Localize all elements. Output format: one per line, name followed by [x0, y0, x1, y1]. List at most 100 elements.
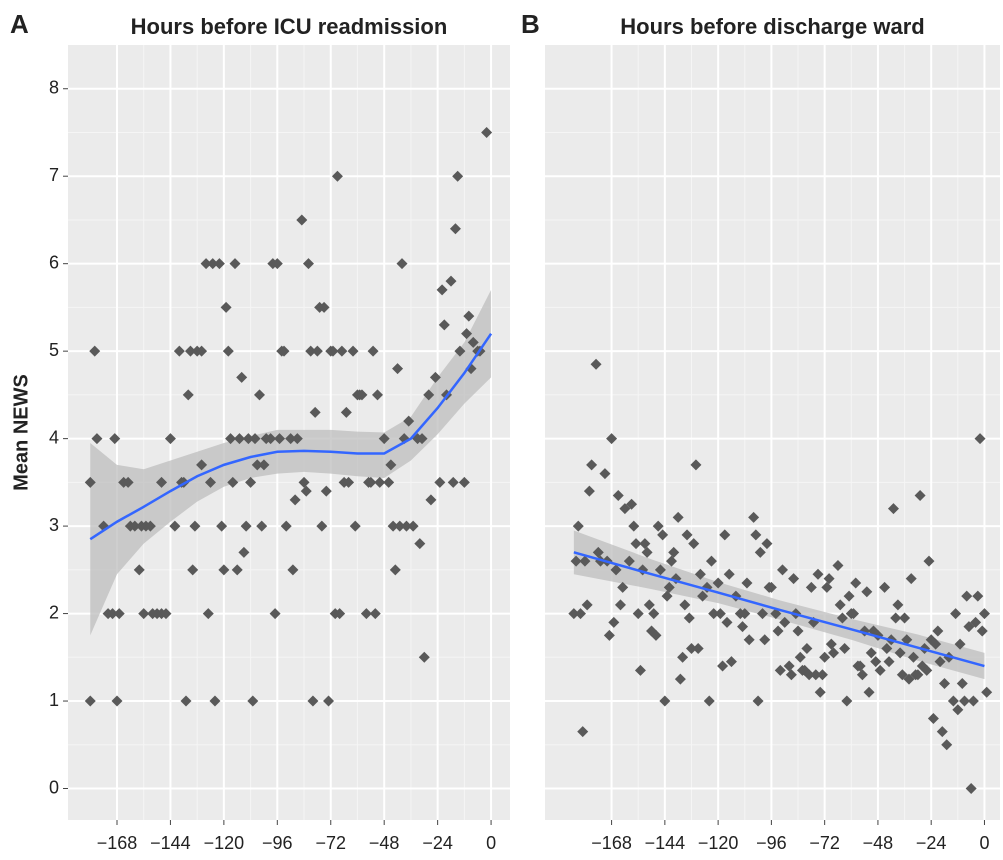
data-point: [814, 686, 826, 698]
x-tick-label: −24: [916, 833, 947, 853]
data-point: [91, 433, 103, 445]
data-point: [748, 511, 760, 523]
data-point: [741, 577, 753, 589]
data-point: [677, 651, 689, 663]
data-point: [841, 695, 853, 707]
x-tick-label: −96: [262, 833, 293, 853]
data-point: [936, 726, 948, 738]
y-tick-label: 6: [49, 252, 59, 272]
data-point: [173, 345, 185, 357]
data-point: [816, 669, 828, 681]
data-point: [238, 546, 250, 558]
data-point: [251, 459, 263, 471]
data-point: [84, 695, 96, 707]
data-point: [461, 328, 473, 340]
data-point: [708, 608, 720, 620]
data-point: [754, 546, 766, 558]
data-point: [603, 629, 615, 641]
data-point: [407, 520, 419, 532]
data-point: [714, 608, 726, 620]
data-point: [974, 433, 986, 445]
data-point: [289, 494, 301, 506]
y-tick-label: 1: [49, 690, 59, 710]
data-point: [612, 489, 624, 501]
data-point: [674, 673, 686, 685]
data-point: [608, 616, 620, 628]
data-point: [122, 476, 134, 488]
data-point: [449, 223, 461, 235]
data-point: [454, 345, 466, 357]
data-point: [836, 612, 848, 624]
data-point: [692, 643, 704, 655]
x-tick-label: −168: [97, 833, 138, 853]
data-point: [843, 590, 855, 602]
data-point: [579, 555, 591, 567]
data-point: [107, 608, 119, 620]
data-point: [970, 616, 982, 628]
x-tick-label: −48: [369, 833, 400, 853]
plot-background: [545, 45, 1000, 820]
data-point: [383, 476, 395, 488]
data-point: [274, 433, 286, 445]
y-tick-label: 0: [49, 777, 59, 797]
data-point: [956, 678, 968, 690]
data-point: [265, 433, 277, 445]
data-point: [280, 520, 292, 532]
data-point: [870, 656, 882, 668]
data-point: [271, 258, 283, 270]
data-point: [961, 590, 973, 602]
data-point: [233, 433, 245, 445]
data-point: [253, 389, 265, 401]
data-point: [570, 555, 582, 567]
data-point: [575, 608, 587, 620]
data-point: [84, 476, 96, 488]
fit-line: [573, 551, 985, 668]
data-point: [954, 638, 966, 650]
data-point: [269, 608, 281, 620]
data-point: [133, 564, 145, 576]
data-point: [334, 608, 346, 620]
data-point: [694, 568, 706, 580]
data-point: [972, 590, 984, 602]
data-point: [685, 643, 697, 655]
data-point: [890, 612, 902, 624]
data-point: [216, 520, 228, 532]
data-point: [939, 678, 951, 690]
data-point: [318, 301, 330, 313]
data-point: [832, 559, 844, 571]
data-point: [623, 555, 635, 567]
data-point: [976, 625, 988, 637]
data-point: [349, 520, 361, 532]
data-point: [218, 564, 230, 576]
data-point: [683, 612, 695, 624]
data-point: [626, 498, 638, 510]
data-point: [657, 529, 669, 541]
data-point: [113, 608, 125, 620]
y-tick-label: 5: [49, 340, 59, 360]
x-tick-label: −168: [591, 833, 632, 853]
data-point: [688, 538, 700, 550]
data-point: [231, 564, 243, 576]
data-point: [630, 538, 642, 550]
data-point: [369, 608, 381, 620]
data-point: [854, 660, 866, 672]
data-point: [586, 459, 598, 471]
data-point: [583, 485, 595, 497]
data-point: [930, 638, 942, 650]
data-point: [247, 695, 259, 707]
data-point: [331, 170, 343, 182]
data-point: [249, 433, 261, 445]
data-point: [394, 520, 406, 532]
data-point: [892, 599, 904, 611]
data-point: [641, 546, 653, 558]
data-point: [737, 621, 749, 633]
data-point: [825, 638, 837, 650]
data-point: [865, 647, 877, 659]
data-point: [372, 389, 384, 401]
data-point: [160, 608, 172, 620]
data-point: [278, 345, 290, 357]
data-point: [242, 433, 254, 445]
data-point: [661, 590, 673, 602]
data-point: [639, 538, 651, 550]
data-point: [666, 555, 678, 567]
